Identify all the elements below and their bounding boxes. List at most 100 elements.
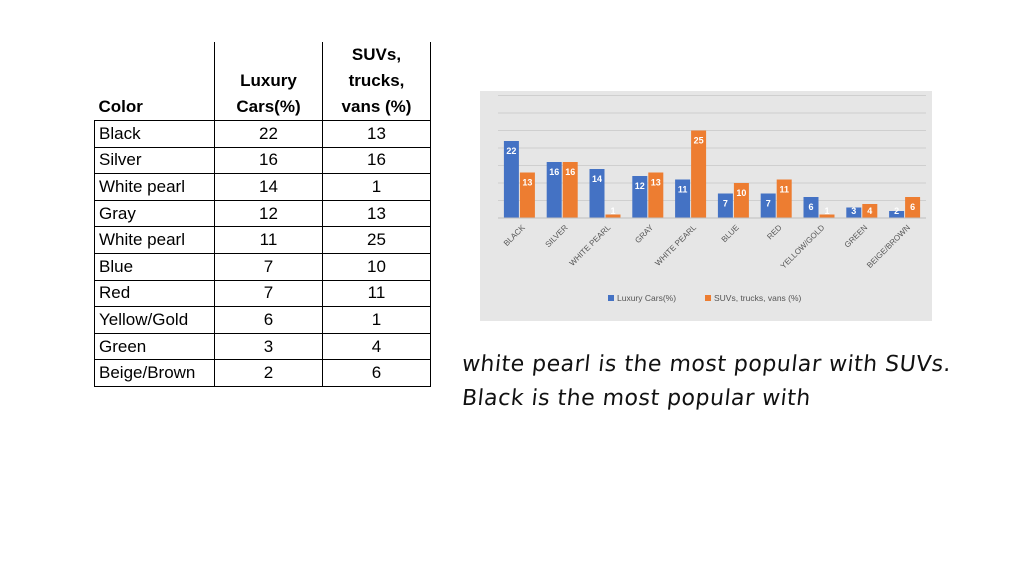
header-luxury-line: Cars(%) [236, 97, 301, 116]
data-label: 11 [678, 185, 688, 195]
bar-luxury [675, 179, 691, 218]
legend-label: Luxury Cars(%) [617, 293, 676, 303]
data-label: 13 [651, 178, 661, 188]
data-label: 16 [565, 167, 575, 177]
header-suv-line: SUVs, [351, 45, 402, 64]
cell-suv: 11 [322, 279, 431, 308]
cell-color: Green [94, 332, 215, 361]
category-label: WHITE PEARL [568, 223, 613, 268]
cell-luxury: 3 [214, 332, 323, 361]
bar-suv [733, 183, 749, 218]
cell-suv: 1 [322, 173, 431, 201]
legend-label: SUVs, trucks, vans (%) [714, 293, 802, 303]
cell-suv: 4 [322, 332, 431, 361]
bar-suv [819, 214, 835, 218]
category-label: BLACK [502, 223, 527, 248]
cell-luxury: 7 [214, 279, 323, 308]
cell-color: Black [94, 120, 215, 148]
category-label: BLUE [720, 223, 741, 244]
cell-luxury: 7 [214, 252, 323, 281]
data-label: 1 [824, 206, 829, 216]
cell-color: Gray [94, 199, 215, 228]
table-row: Silver 16 16 [94, 146, 431, 175]
category-label: BEIGE/BROWN [865, 223, 912, 270]
bar-luxury [760, 193, 776, 218]
table-row: Gray 12 13 [94, 199, 431, 228]
bar-suv [776, 179, 792, 218]
cell-color: Red [94, 279, 215, 308]
legend-swatch [705, 295, 711, 301]
cell-suv: 13 [322, 199, 431, 228]
bar-luxury [632, 176, 648, 218]
table-row: Blue 7 10 [94, 252, 431, 281]
cell-luxury: 14 [214, 173, 323, 201]
table-row: Beige/Brown 2 6 [94, 359, 431, 387]
category-label: RED [765, 223, 783, 241]
header-suv-line: vans (%) [341, 97, 412, 116]
table-header-row: Color Luxury Cars(%) SUVs, trucks, vans … [94, 42, 431, 121]
cell-suv: 25 [322, 226, 431, 254]
bar-suv [562, 162, 578, 218]
header-luxury-line: Luxury [240, 71, 297, 90]
category-label: YELLOW/GOLD [779, 223, 827, 271]
table-row: Green 3 4 [94, 332, 431, 361]
bar-chart: 22 13 BLACK 16 16 SILVER 14 1 WHITE PEARL 12 13 GRA… [480, 91, 932, 321]
cell-suv: 13 [322, 120, 431, 148]
legend-swatch [608, 295, 614, 301]
data-label: 12 [635, 181, 645, 191]
header-color: Color [94, 42, 215, 121]
cell-luxury: 6 [214, 306, 323, 334]
data-label: 10 [736, 188, 746, 198]
header-suv-line: trucks, [348, 71, 405, 90]
header-suv: SUVs, trucks, vans (%) [322, 42, 431, 121]
data-label: 7 [723, 199, 728, 209]
bar-luxury [846, 207, 862, 218]
data-label: 1 [610, 206, 615, 216]
bar-suv [691, 130, 707, 218]
bar-suv [862, 204, 878, 218]
handwritten-note-2: Black is the most popular with [460, 386, 813, 411]
bar-luxury [589, 169, 605, 218]
table-row: Red 7 11 [94, 279, 431, 308]
cell-suv: 1 [322, 306, 431, 334]
data-label: 7 [766, 199, 771, 209]
data-label: 22 [506, 146, 516, 156]
table-row: White pearl 14 1 [94, 173, 431, 201]
cell-color: White pearl [94, 173, 215, 201]
table-row: White pearl 11 25 [94, 226, 431, 254]
cell-luxury: 22 [214, 120, 323, 148]
data-label: 25 [694, 136, 704, 146]
header-luxury: Luxury Cars(%) [214, 42, 323, 121]
table-row: Yellow/Gold 6 1 [94, 306, 431, 334]
data-label: 14 [592, 174, 602, 184]
color-table: Color Luxury Cars(%) SUVs, trucks, vans … [94, 42, 431, 387]
bar-suv [648, 172, 664, 218]
data-label: 4 [867, 206, 872, 216]
data-label: 11 [779, 185, 789, 195]
category-label: GREEN [843, 223, 870, 250]
data-label: 13 [522, 178, 532, 188]
cell-suv: 16 [322, 146, 431, 175]
data-label: 3 [851, 206, 856, 216]
cell-luxury: 16 [214, 146, 323, 175]
data-label: 6 [808, 202, 813, 212]
bar-suv [519, 172, 535, 218]
table-row: Black 22 13 [94, 120, 431, 148]
cell-luxury: 11 [214, 226, 323, 254]
bar-luxury [803, 197, 819, 218]
cell-luxury: 12 [214, 199, 323, 228]
cell-luxury: 2 [214, 359, 323, 387]
bar-suv [905, 197, 921, 218]
cell-color: Silver [94, 146, 215, 175]
cell-suv: 10 [322, 252, 431, 281]
category-label: GRAY [633, 223, 655, 245]
bar-luxury [503, 141, 519, 218]
data-label: 16 [549, 167, 559, 177]
data-label: 2 [894, 206, 899, 216]
cell-color: Beige/Brown [94, 359, 215, 387]
category-label: WHITE PEARL [653, 223, 698, 268]
handwritten-note-1: white pearl is the most popular with SUV… [460, 352, 953, 377]
cell-color: Yellow/Gold [94, 306, 215, 334]
category-label: SILVER [544, 223, 570, 249]
